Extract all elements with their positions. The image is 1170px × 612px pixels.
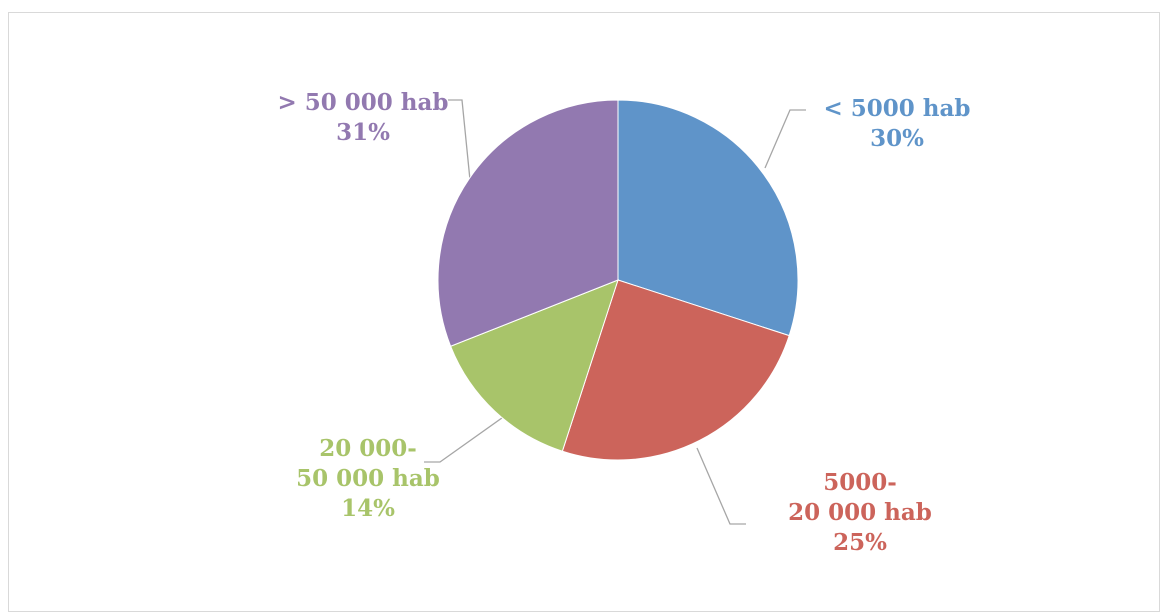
chart (424, 99, 806, 525)
slice-label: > 50 000 hab 31% (273, 88, 453, 148)
leader-line (424, 397, 531, 463)
slice-label: 5000-20 000 hab 25% (770, 468, 950, 558)
pie-slice (449, 279, 619, 452)
slice-percent: 25% (833, 529, 887, 556)
slice-label: < 5000 hab 30% (807, 94, 987, 154)
slice-percent: 31% (336, 119, 390, 146)
leader-line (696, 447, 746, 525)
slice-percent: 14% (341, 495, 395, 522)
slice-percent: 30% (870, 125, 924, 152)
pie-slice (437, 99, 619, 347)
slice-label: 20 000-50 000 hab 14% (278, 434, 458, 524)
leader-line (448, 99, 471, 181)
slice-category: > 50 000 hab (277, 89, 449, 116)
slice-category: < 5000 hab (823, 95, 971, 122)
slice-category: 20 000-50 000 hab (296, 435, 440, 492)
pie-slice (561, 279, 790, 461)
slice-category: 5000-20 000 hab (788, 469, 932, 526)
page: {"chart_data": {"type": "pie", "categori… (8, 12, 1160, 612)
leader-lines (424, 99, 806, 525)
pie-slice (617, 99, 799, 337)
leader-line (764, 109, 806, 169)
